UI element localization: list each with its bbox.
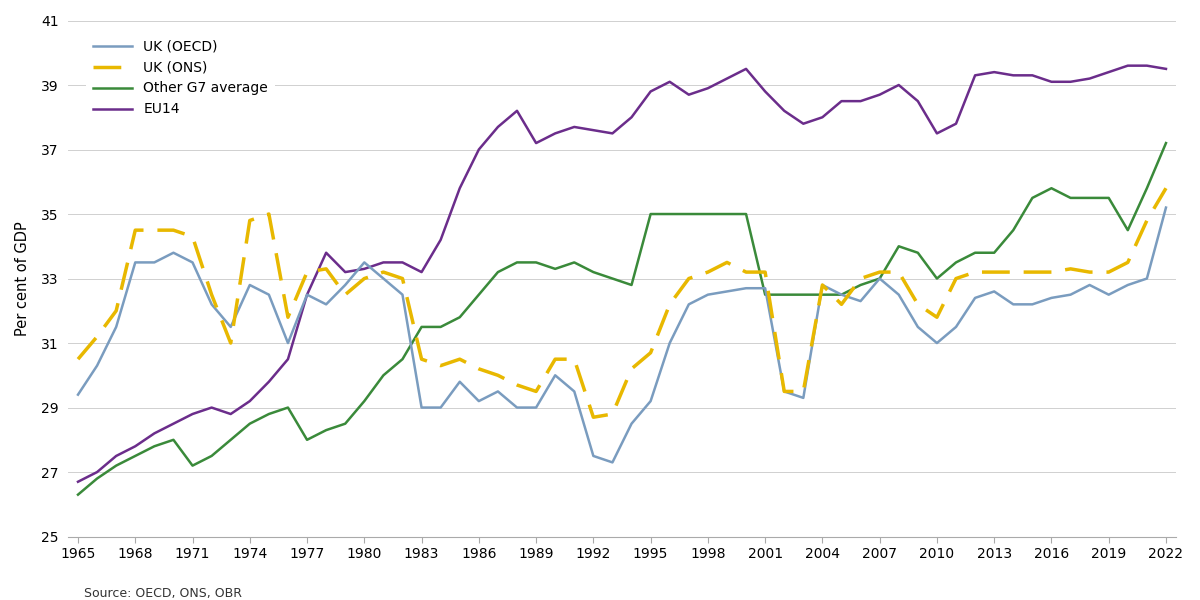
Legend: UK (OECD), UK (ONS), Other G7 average, EU14: UK (OECD), UK (ONS), Other G7 average, E… <box>86 32 275 124</box>
Text: Source: OECD, ONS, OBR: Source: OECD, ONS, OBR <box>84 587 242 600</box>
Y-axis label: Per cent of GDP: Per cent of GDP <box>14 221 30 336</box>
